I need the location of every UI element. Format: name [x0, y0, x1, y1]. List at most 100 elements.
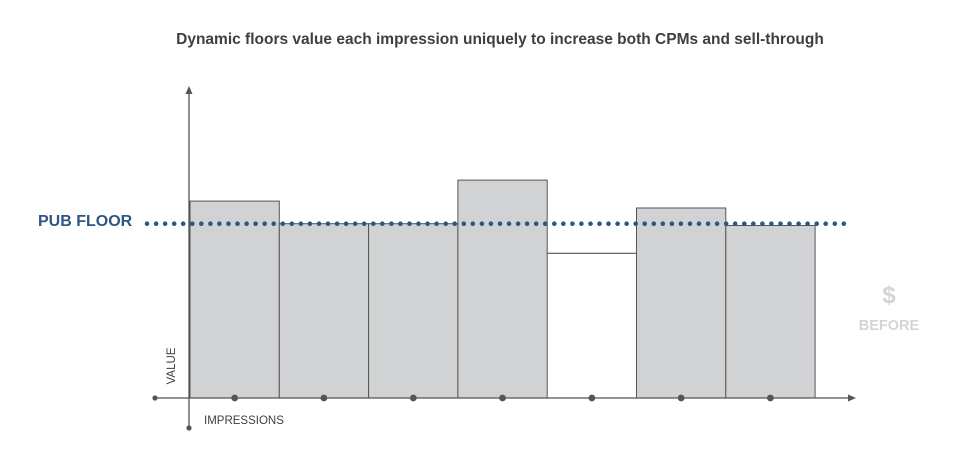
y-axis-origin-dot	[186, 425, 192, 431]
floor-dot	[190, 221, 195, 226]
x-axis-arrow	[848, 394, 856, 402]
floor-dot	[533, 221, 539, 226]
floor-dot	[298, 221, 304, 226]
floor-dot	[162, 221, 168, 226]
x-tick-dot	[320, 394, 328, 402]
bars-layer	[189, 179, 816, 399]
floor-dot	[171, 221, 177, 226]
floor-dot	[552, 221, 557, 226]
floor-dot	[606, 221, 611, 226]
x-axis-label: IMPRESSIONS	[204, 415, 284, 427]
floor-dot	[334, 221, 340, 226]
floor-dot	[316, 221, 322, 226]
floor-dot	[407, 221, 412, 226]
floor-dot	[732, 221, 738, 226]
floor-dot	[380, 221, 385, 226]
floor-dot	[669, 221, 675, 226]
floor-dot	[253, 221, 258, 226]
floor-dot	[787, 221, 792, 226]
x-tick-dot	[588, 394, 596, 402]
floor-dot	[742, 221, 747, 226]
floor-dot	[153, 221, 159, 226]
x-tick-dot	[499, 394, 506, 402]
floor-dot	[497, 221, 503, 226]
floor-dot	[561, 221, 566, 226]
x-tick-dots	[231, 394, 774, 402]
floor-dot	[398, 221, 403, 226]
floor-dot	[642, 221, 647, 226]
chart-title: Dynamic floors value each impression uni…	[176, 31, 824, 48]
floor-dot	[524, 221, 530, 226]
floor-dot	[542, 221, 548, 226]
before-label: BEFORE	[859, 318, 920, 334]
floor-dot	[452, 221, 458, 226]
floor-dot	[660, 221, 666, 226]
floor-dot	[814, 221, 819, 226]
floor-dot	[488, 221, 494, 226]
bar-1	[189, 200, 280, 399]
floor-dot	[579, 221, 584, 226]
floor-dot	[416, 221, 421, 226]
pub-floor-line	[144, 221, 847, 226]
floor-dot	[325, 221, 331, 226]
floor-dot	[461, 221, 467, 226]
bar-2	[278, 223, 370, 399]
floor-dot	[506, 221, 512, 226]
floor-dot	[217, 221, 222, 226]
floor-dot	[361, 221, 367, 226]
floor-dot	[226, 221, 231, 226]
floor-dot	[714, 221, 720, 226]
floor-dot	[180, 221, 186, 226]
floor-dot	[570, 221, 575, 226]
floor-dot	[760, 221, 765, 226]
bar-4	[457, 179, 548, 399]
bar-7	[725, 225, 816, 399]
floor-dot	[271, 221, 277, 226]
y-axis-arrow	[185, 86, 193, 94]
floor-dot	[805, 221, 810, 226]
floor-dot	[687, 221, 693, 226]
floor-dot	[705, 221, 711, 226]
x-axis-origin-dot	[152, 395, 158, 401]
floor-dot	[588, 221, 593, 226]
floor-dot	[199, 221, 204, 226]
floor-dot	[823, 221, 828, 226]
x-tick-dot	[767, 394, 774, 402]
floor-dot	[769, 221, 774, 226]
bar-6	[636, 207, 727, 399]
floor-dot	[515, 221, 521, 226]
floor-dot	[244, 221, 249, 226]
bar-3	[368, 223, 459, 399]
floor-dot	[262, 221, 268, 226]
x-tick-dot	[409, 394, 417, 402]
floor-dot	[307, 221, 313, 226]
dollar-icon: $	[882, 282, 896, 309]
pub-floor-label: PUB FLOOR	[38, 213, 133, 230]
floor-dot	[434, 221, 439, 226]
floor-dot	[289, 221, 295, 226]
floor-dot	[778, 221, 783, 226]
floor-dot	[841, 221, 847, 226]
x-tick-dot	[231, 394, 239, 402]
floor-dot	[696, 221, 702, 226]
floor-dot	[597, 221, 602, 226]
floor-dot	[425, 221, 430, 226]
floor-dot	[235, 221, 240, 226]
floor-dot	[144, 221, 150, 226]
floor-dot	[389, 221, 394, 226]
x-tick-dot	[677, 394, 685, 402]
floor-dot	[615, 221, 620, 226]
floor-dot	[470, 221, 476, 226]
floor-dot	[371, 221, 376, 226]
floor-dot	[624, 221, 629, 226]
floor-dot	[479, 221, 485, 226]
floor-dot	[633, 221, 638, 226]
floor-dot	[723, 221, 729, 226]
y-axis-label: VALUE	[166, 347, 178, 384]
floor-dot	[208, 221, 213, 226]
floor-dot	[280, 221, 286, 226]
floor-dot	[751, 221, 756, 226]
floor-dot	[832, 221, 838, 226]
floor-dot	[443, 221, 449, 226]
